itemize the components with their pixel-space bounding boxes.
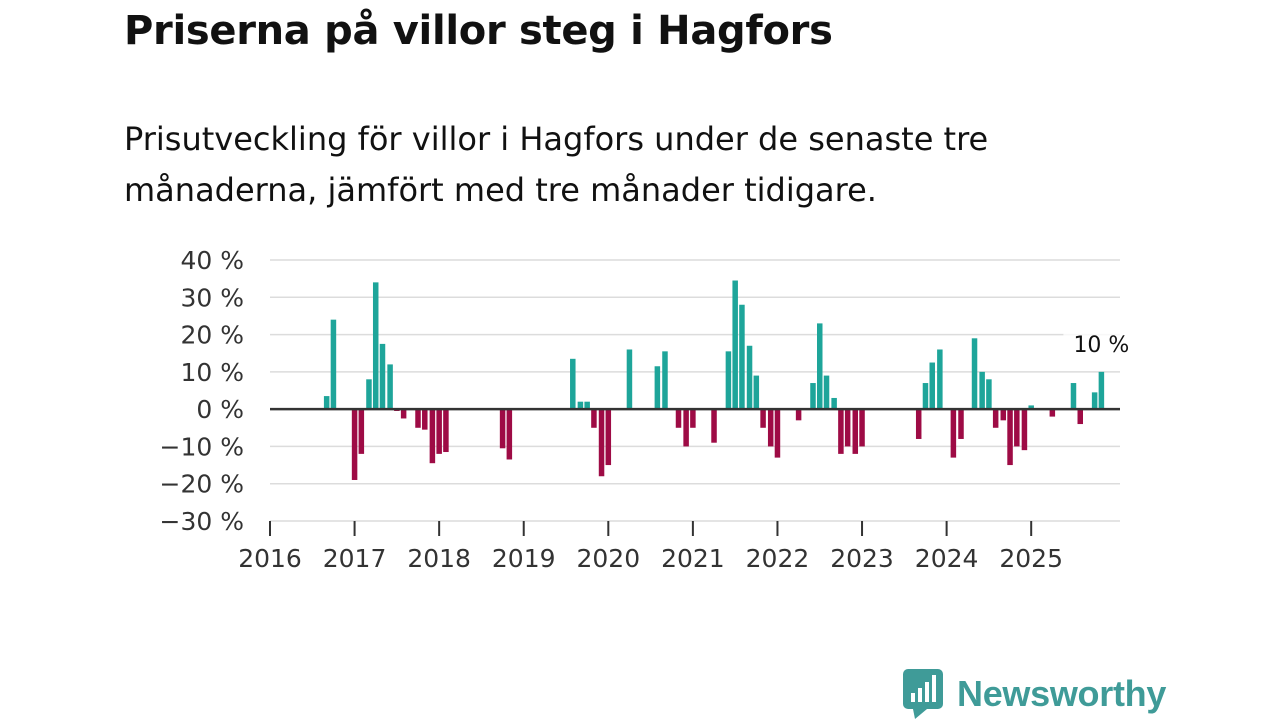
y-tick-label: 30 % — [180, 283, 244, 312]
bar — [387, 364, 393, 410]
bar — [429, 409, 436, 464]
newsworthy-logo: Newsworthy — [903, 669, 1166, 719]
grid-lines — [270, 259, 1120, 522]
y-tick-label: 10 % — [180, 358, 244, 387]
bar — [400, 409, 407, 419]
bar — [992, 409, 999, 428]
bar — [675, 409, 682, 428]
bars — [323, 280, 1105, 480]
x-tick-label: 2022 — [746, 544, 810, 573]
bar — [323, 396, 330, 410]
bar — [1021, 409, 1028, 451]
x-tick-label: 2018 — [407, 544, 471, 573]
bar — [838, 409, 844, 454]
y-tick-label: −10 % — [160, 432, 244, 461]
chart-subtitle: Prisutveckling för villor i Hagfors unde… — [124, 120, 989, 209]
bar — [1007, 409, 1013, 466]
annotations: 10 % — [1063, 327, 1140, 358]
bar — [915, 409, 922, 439]
y-tick-label: −30 % — [160, 507, 244, 536]
bar — [330, 319, 337, 410]
bar — [922, 383, 929, 410]
bar — [366, 379, 372, 410]
bar — [852, 409, 859, 454]
bar — [605, 409, 612, 466]
bar — [810, 383, 816, 410]
x-tick-label: 2025 — [999, 544, 1063, 573]
y-tick-label: 20 % — [180, 321, 244, 350]
bar — [753, 375, 760, 410]
bar — [795, 409, 802, 421]
bar — [626, 349, 633, 410]
annotation-label: 10 % — [1073, 333, 1129, 358]
bar — [1091, 392, 1098, 410]
y-tick-label: 0 % — [196, 395, 244, 424]
annotation-background — [1063, 327, 1140, 358]
bar — [570, 358, 576, 410]
bar — [436, 409, 442, 454]
bar — [986, 379, 992, 410]
x-tick-label: 2021 — [661, 544, 725, 573]
bar — [690, 409, 696, 428]
bar — [859, 409, 865, 447]
bar — [711, 409, 717, 443]
bar — [739, 304, 745, 410]
bar — [654, 366, 661, 410]
bar — [774, 409, 781, 458]
bar — [732, 280, 738, 410]
bar — [358, 409, 365, 454]
bar — [767, 409, 774, 447]
bar — [683, 409, 689, 447]
bar — [422, 409, 428, 430]
x-tick-label: 2023 — [830, 544, 894, 573]
x-tick-label: 2019 — [492, 544, 556, 573]
bar — [1098, 371, 1105, 410]
bar — [591, 409, 597, 428]
y-tick-label: 40 % — [180, 246, 244, 275]
bar — [1049, 409, 1056, 417]
bar — [831, 397, 837, 410]
x-tick-label: 2017 — [323, 544, 387, 573]
bar — [372, 282, 379, 410]
x-tick-label: 2016 — [238, 544, 302, 573]
bar — [499, 409, 506, 449]
bar — [817, 323, 823, 410]
bar — [760, 409, 766, 428]
bar — [725, 351, 732, 410]
bar — [598, 409, 605, 477]
bar — [1070, 383, 1077, 410]
x-tick-label: 2024 — [915, 544, 979, 573]
bar — [823, 375, 830, 410]
bar — [415, 409, 421, 428]
bar — [979, 371, 985, 410]
bar — [1077, 409, 1083, 425]
bar — [662, 351, 668, 410]
bar — [1014, 409, 1020, 447]
bar — [844, 409, 851, 447]
bar — [584, 401, 590, 410]
newsworthy-logo-text: Newsworthy — [957, 673, 1167, 714]
bar — [1028, 405, 1034, 410]
x-tick-label: 2020 — [576, 544, 640, 573]
bar — [1000, 409, 1007, 421]
bar — [958, 409, 964, 439]
chart-title: Priserna på villor steg i Hagfors — [124, 8, 833, 54]
bar — [379, 343, 386, 410]
y-tick-label: −20 % — [160, 470, 244, 499]
bar — [929, 362, 935, 410]
bar — [443, 409, 449, 453]
bar — [506, 409, 513, 460]
newsworthy-logo-icon — [903, 669, 943, 719]
x-axis: 2016 2017 2018 2019 2020 2021 2022 2023 2024 2025 — [238, 521, 1063, 573]
bar — [746, 345, 753, 410]
bar — [351, 409, 358, 480]
y-axis-labels: 40 % 30 % 20 % 10 % 0 % −10 % −20 % −30 % — [160, 246, 244, 536]
bar — [577, 401, 584, 410]
bar — [950, 409, 957, 458]
bar — [971, 338, 978, 410]
bar — [937, 349, 943, 410]
